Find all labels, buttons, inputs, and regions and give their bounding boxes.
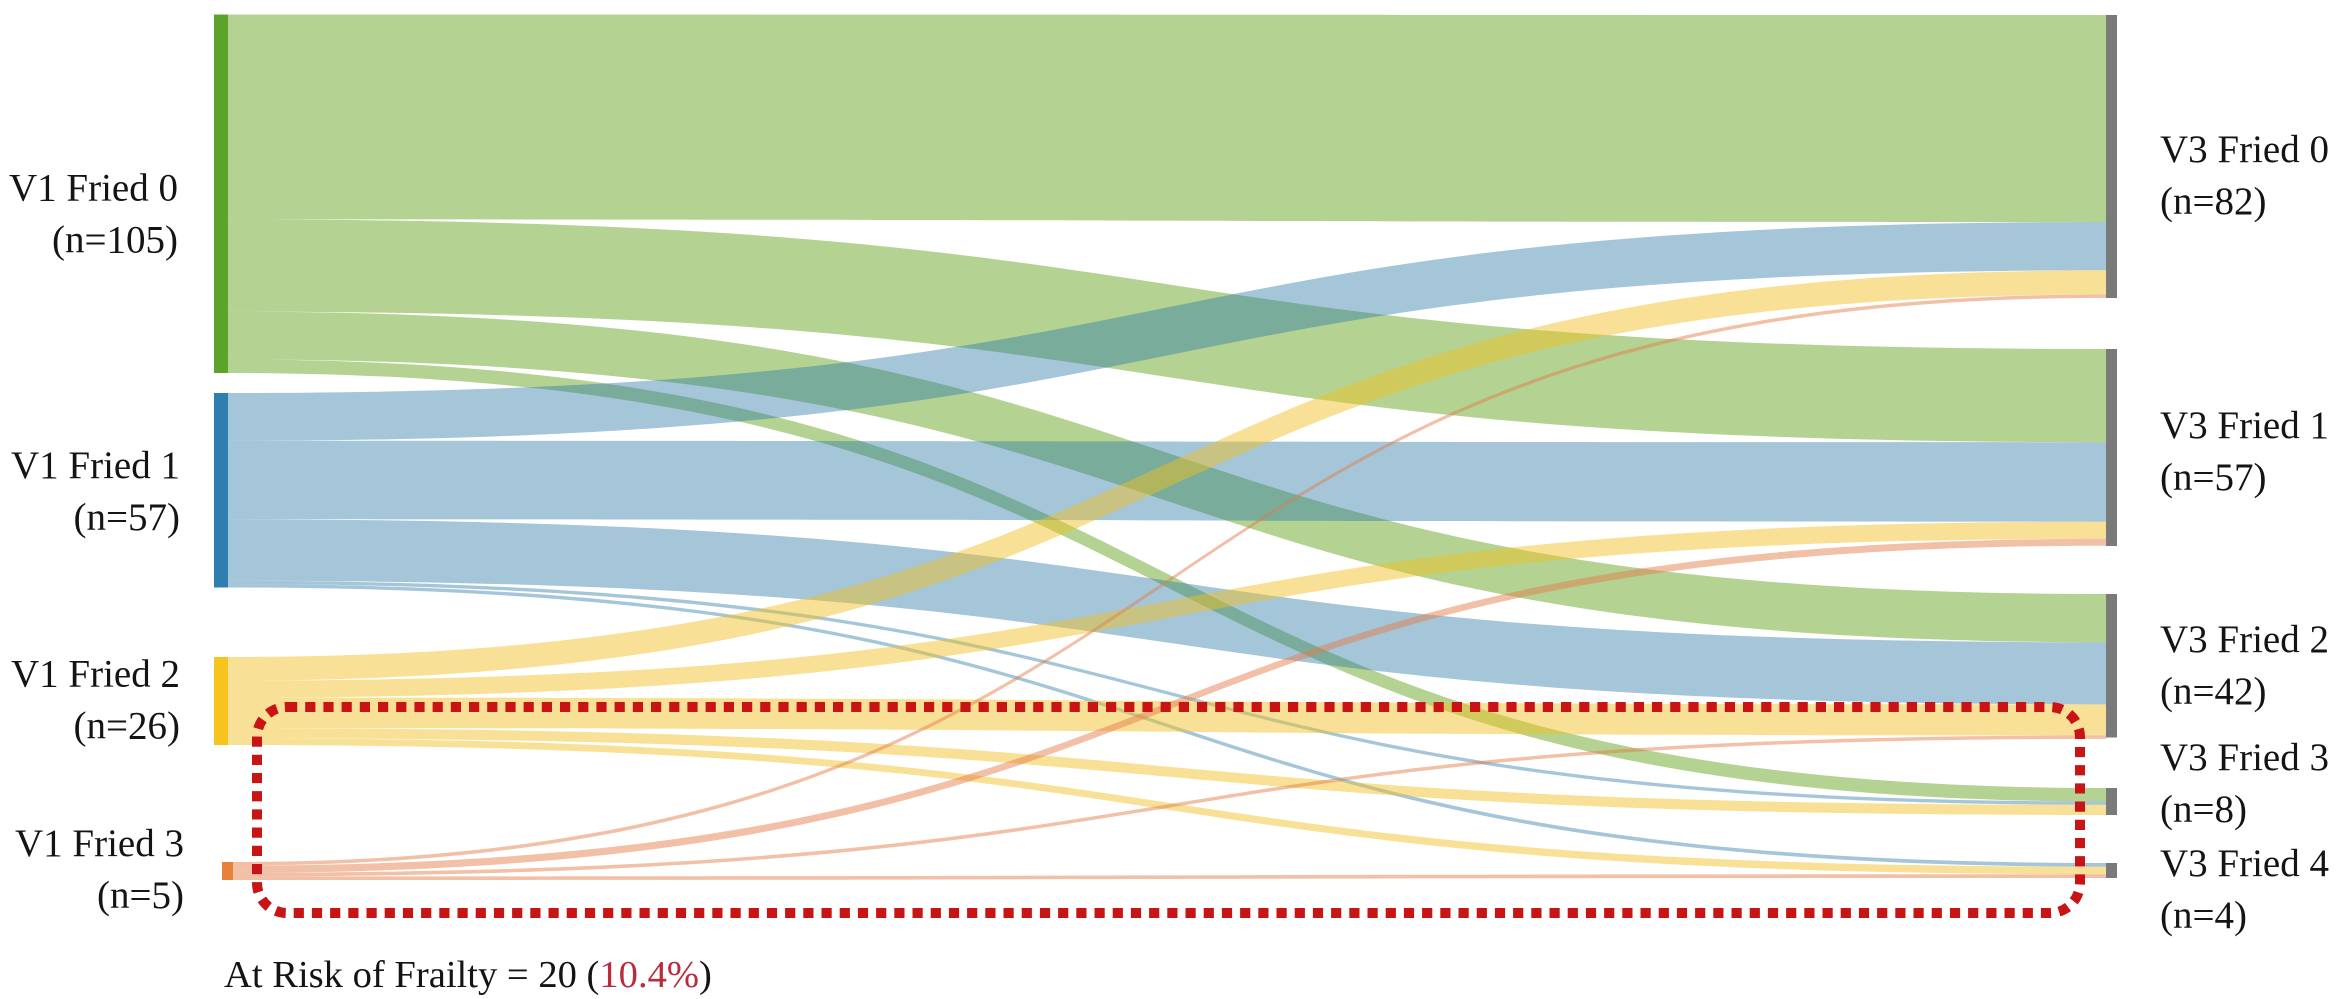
svg-text:V1 Fried 0: V1 Fried 0 — [9, 167, 178, 210]
svg-text:(n=4): (n=4) — [2160, 894, 2247, 937]
svg-text:V3 Fried 2: V3 Fried 2 — [2160, 618, 2329, 661]
svg-text:(n=105): (n=105) — [52, 219, 178, 262]
svg-text:V1 Fried 3: V1 Fried 3 — [15, 822, 184, 865]
svg-text:(n=26): (n=26) — [74, 705, 180, 748]
svg-text:(n=42): (n=42) — [2160, 670, 2266, 713]
svg-text:(n=57): (n=57) — [2160, 456, 2266, 499]
svg-text:V3 Fried 1: V3 Fried 1 — [2160, 404, 2329, 447]
svg-text:At Risk of Frailty = 20 (10.4%: At Risk of Frailty = 20 (10.4%) — [224, 954, 712, 996]
svg-text:(n=8): (n=8) — [2160, 788, 2247, 831]
svg-text:(n=5): (n=5) — [97, 874, 184, 917]
svg-text:V3 Fried 4: V3 Fried 4 — [2160, 842, 2329, 885]
svg-text:V3 Fried 3: V3 Fried 3 — [2160, 736, 2329, 779]
svg-text:V1 Fried 1: V1 Fried 1 — [11, 444, 180, 487]
svg-text:(n=82): (n=82) — [2160, 180, 2266, 223]
svg-text:V1 Fried 2: V1 Fried 2 — [11, 653, 180, 696]
svg-text:V3 Fried 0: V3 Fried 0 — [2160, 128, 2329, 171]
svg-text:(n=57): (n=57) — [74, 496, 180, 539]
